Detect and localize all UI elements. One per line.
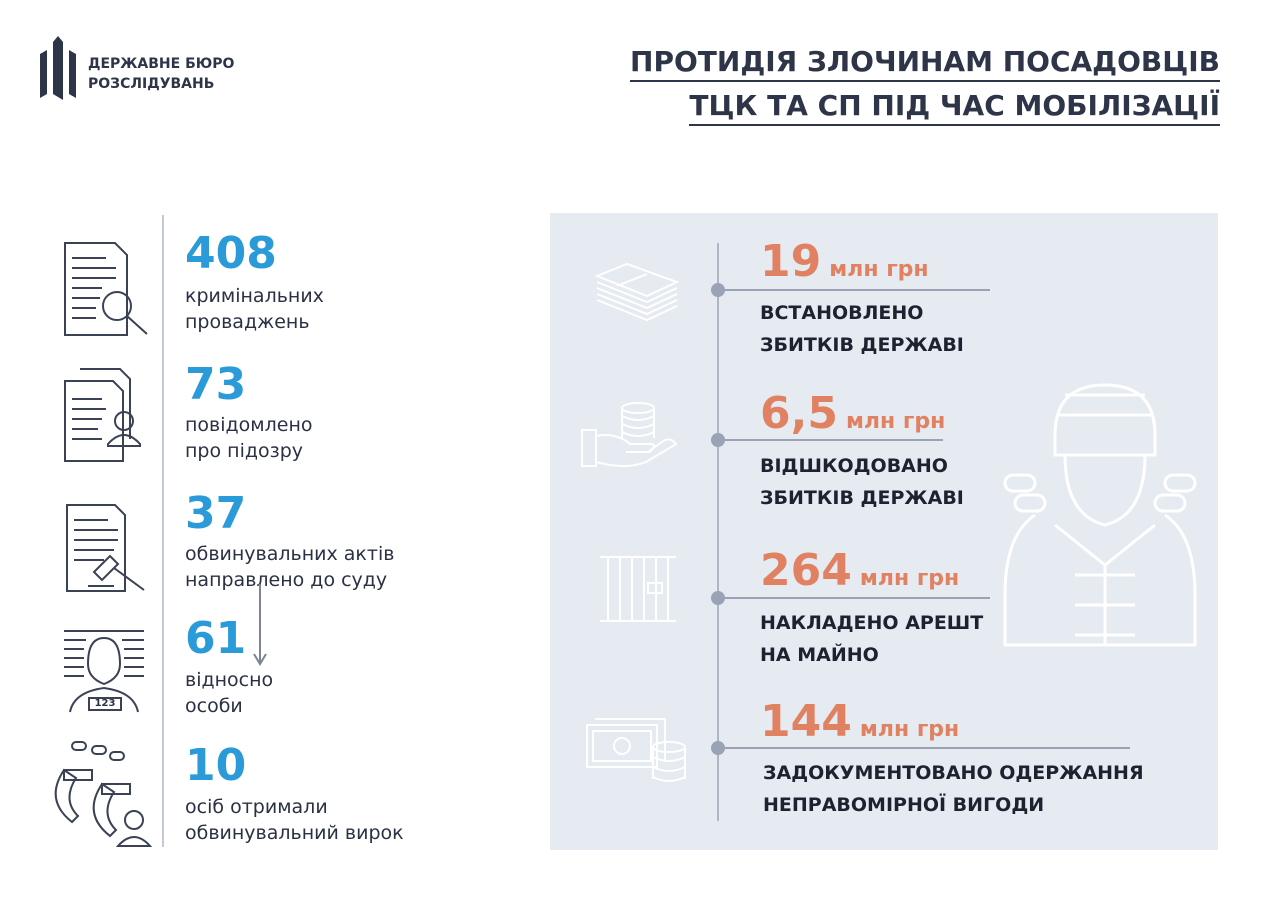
soldier-chains-illustration (1003, 383, 1197, 647)
page-title: ПРОТИДІЯ ЗЛОЧИНАМ ПОСАДОВЦІВ ТЦК ТА СП П… (630, 40, 1220, 128)
timeline-dot (711, 433, 725, 447)
logo-line2: РОЗСЛІДУВАНЬ (88, 76, 215, 92)
title-line1: ПРОТИДІЯ ЗЛОЧИНАМ ПОСАДОВЦІВ (630, 44, 1220, 82)
stat-value: 61 (185, 613, 247, 664)
amount-label: ВІДШКОДОВАНО ЗБИТКІВ ДЕРЖАВІ (760, 455, 964, 509)
amount-value: 19 млн грн (760, 236, 929, 287)
amount-value: 6,5 млн грн (760, 388, 946, 439)
document-search-icon (64, 242, 148, 336)
cash-coins-icon (586, 718, 686, 782)
logo-line1: ДЕРЖАВНЕ БЮРО (88, 56, 235, 72)
stat-value: 37 (185, 488, 247, 539)
timeline-connector (718, 439, 943, 441)
stat-label: обвинувальних актів направлено до суду (185, 543, 395, 591)
money-stack-icon (595, 262, 680, 322)
dbr-logo-icon (40, 36, 76, 100)
hand-coins-icon (581, 402, 678, 467)
title-line2: ТЦК ТА СП ПІД ЧАС МОБІЛІЗАЦІЇ (689, 88, 1220, 126)
stat-value: 73 (185, 359, 247, 410)
logo-text: ДЕРЖАВНЕ БЮРО РОЗСЛІДУВАНЬ (88, 54, 234, 94)
handcuffs-person-icon (54, 741, 153, 847)
timeline-dot (711, 741, 725, 755)
amount-label: НАКЛАДЕНО АРЕШТ НА МАЙНО (760, 612, 984, 666)
documents-person-icon (64, 368, 141, 462)
arrow-down-icon (253, 584, 267, 666)
timeline-connector (718, 597, 990, 599)
stat-label: кримінальних проваджень (185, 285, 324, 333)
divider-line (162, 215, 164, 847)
stat-label: відносно особи (185, 669, 274, 717)
stat-label: осіб отримали обвинувальний вирок (185, 796, 404, 844)
document-gavel-icon (66, 504, 145, 592)
amount-label: ЗАДОКУМЕНТОВАНО ОДЕРЖАННЯ НЕПРАВОМІРНОЇ В… (763, 762, 1144, 816)
stat-value: 10 (185, 740, 247, 791)
prison-bars-icon (600, 556, 676, 622)
amount-value: 144 млн грн (760, 696, 960, 747)
timeline-line (717, 243, 719, 821)
timeline-dot (711, 591, 725, 605)
mugshot-badge: 123 (88, 697, 122, 711)
amount-label: ВСТАНОВЛЕНО ЗБИТКІВ ДЕРЖАВІ (760, 302, 964, 356)
amount-value: 264 млн грн (760, 545, 960, 596)
timeline-connector (718, 289, 990, 291)
stat-label: повідомлено про підозру (185, 414, 313, 462)
financial-panel (550, 213, 1218, 850)
mugshot-icon (64, 630, 144, 713)
timeline-connector (718, 747, 1130, 749)
stat-value: 408 (185, 228, 277, 279)
timeline-dot (711, 283, 725, 297)
